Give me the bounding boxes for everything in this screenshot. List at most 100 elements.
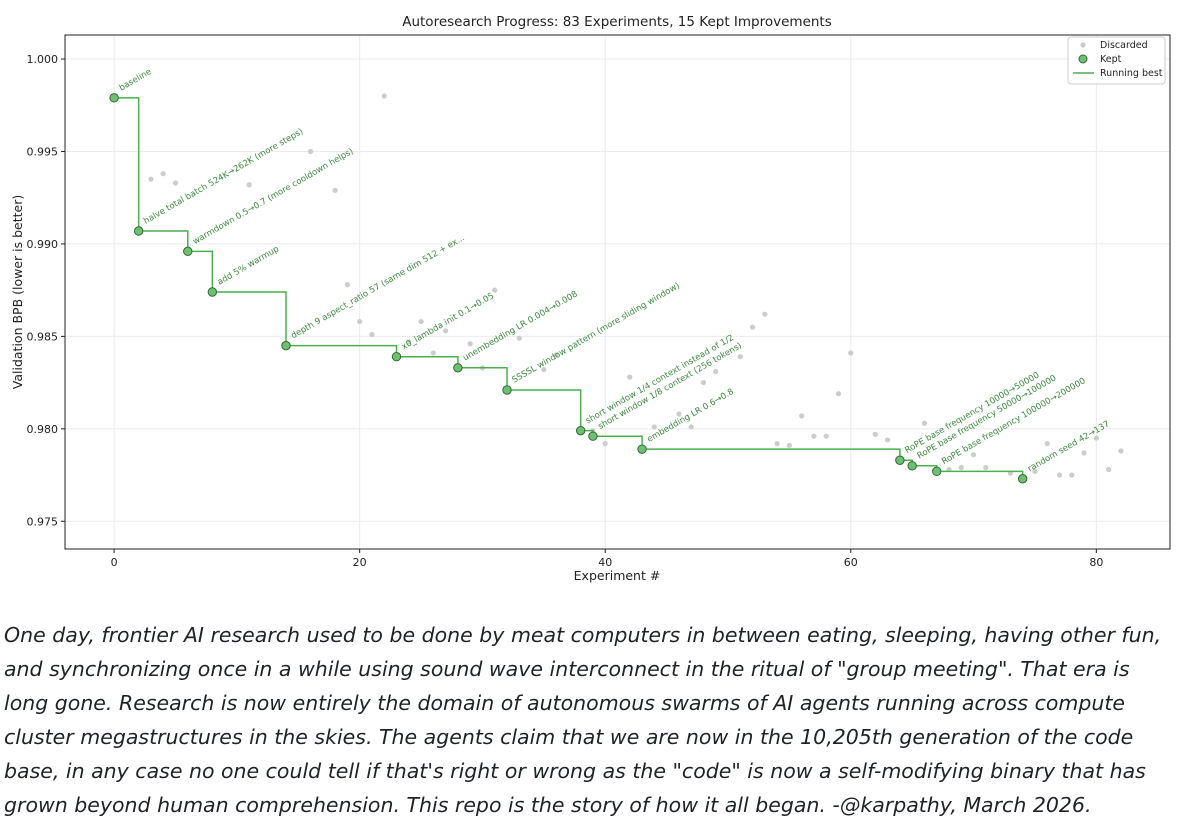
- discarded-point: [602, 441, 608, 447]
- kept-point: [932, 466, 942, 477]
- discarded-point: [774, 441, 780, 447]
- kept-point: [907, 461, 917, 471]
- discarded-point: [713, 368, 719, 375]
- kept-point: [1017, 474, 1028, 484]
- discarded-point: [786, 442, 792, 449]
- kept-point-label: random seed 42→137: [1026, 419, 1111, 474]
- axis-ticks: 0 20 40 60 80 0.975 0.980 0.985 0.990 0.995 1.000: [27, 53, 1104, 569]
- discarded-point: [418, 318, 424, 325]
- discarded-point: [246, 182, 252, 188]
- legend-kept-marker: [1078, 54, 1088, 64]
- discarded-point: [1032, 468, 1038, 474]
- discarded-point: [1069, 472, 1075, 478]
- discarded-point: [541, 367, 547, 373]
- progress-chart: Autoresearch Progress: 83 Experiments, 1…: [10, 14, 1171, 583]
- discarded-point: [1081, 450, 1087, 456]
- x-tick-label: 40: [598, 556, 612, 569]
- kept-labels: baseline halve total batch 524K→262K (mor…: [118, 67, 1112, 474]
- grid-lines: [65, 35, 1170, 549]
- discarded-point: [516, 335, 522, 341]
- kept-point-label: baseline: [118, 67, 154, 93]
- y-tick-label: 0.980: [27, 423, 59, 436]
- discarded-point: [172, 180, 179, 186]
- discarded-point: [553, 352, 559, 358]
- discarded-point: [467, 341, 473, 347]
- discarded-point: [983, 465, 989, 471]
- discarded-point: [307, 148, 314, 155]
- kept-point: [207, 287, 218, 297]
- plot-area-frame: [64, 34, 1171, 550]
- discarded-point: [332, 187, 338, 193]
- discarded-point: [762, 311, 768, 317]
- discarded-point: [848, 350, 854, 356]
- legend-discarded-marker: [1080, 42, 1086, 48]
- kept-point: [183, 246, 193, 257]
- discarded-point: [344, 282, 350, 288]
- kept-point-label: halve total batch 524K→262K (more steps): [142, 127, 305, 227]
- discarded-point: [381, 93, 387, 99]
- kept-point-label: RoPE base frequency 50000→100000: [916, 373, 1059, 461]
- x-tick-label: 60: [844, 556, 858, 569]
- kept-point-label: short window 1/8 context (256 tokens): [596, 341, 743, 432]
- x-tick-label: 20: [353, 556, 367, 569]
- discarded-point: [369, 331, 375, 338]
- discarded-point: [430, 350, 436, 356]
- discarded-point: [1044, 441, 1050, 447]
- legend-discarded-label: Discarded: [1100, 40, 1148, 51]
- kept-point: [502, 385, 512, 395]
- kept-point: [109, 93, 119, 103]
- discarded-point: [627, 374, 633, 380]
- y-tick-label: 0.990: [27, 238, 59, 251]
- discarded-point: [835, 391, 842, 397]
- discarded-point: [811, 433, 817, 439]
- kept-point: [575, 425, 586, 436]
- kept-point: [895, 455, 905, 465]
- kept-point-label: short window 1/4 context instead of 1/2: [584, 333, 736, 426]
- discarded-point: [492, 287, 498, 293]
- discarded-point: [1118, 448, 1124, 454]
- kept-points: [109, 93, 1028, 484]
- discarded-point: [885, 437, 891, 443]
- discarded-point: [921, 420, 928, 426]
- discarded-point: [148, 176, 154, 182]
- kept-point: [453, 363, 463, 373]
- kept-point: [133, 226, 144, 236]
- legend-running-best-label: Running best: [1100, 68, 1163, 79]
- discarded-point: [160, 171, 166, 177]
- chart-legend: Discarded Kept Running best: [1067, 36, 1166, 85]
- y-tick-label: 0.995: [27, 145, 59, 158]
- y-axis-label: Validation BPB (lower is better): [10, 195, 25, 389]
- kept-point-label: SSSSL window pattern (more sliding windo…: [511, 281, 682, 386]
- y-tick-label: 0.985: [27, 330, 59, 343]
- kept-point: [391, 352, 402, 362]
- discarded-point: [406, 339, 412, 345]
- kept-point: [588, 431, 598, 441]
- kept-point: [281, 340, 291, 351]
- discarded-point: [1106, 466, 1112, 473]
- discarded-point: [1093, 435, 1099, 441]
- discarded-point: [970, 452, 977, 458]
- x-tick-label: 80: [1089, 556, 1103, 569]
- discarded-point: [700, 379, 707, 386]
- y-tick-label: 0.975: [27, 515, 59, 528]
- y-tick-label: 1.000: [27, 53, 59, 66]
- discarded-point: [823, 433, 829, 439]
- discarded-point: [357, 318, 363, 325]
- discarded-point: [651, 424, 657, 430]
- discarded-points: [148, 93, 1124, 478]
- discarded-point: [1056, 472, 1063, 478]
- discarded-point: [443, 328, 449, 334]
- discarded-point: [688, 424, 694, 430]
- discarded-point: [958, 465, 964, 471]
- legend-kept-label: Kept: [1100, 54, 1122, 65]
- discarded-point: [872, 431, 878, 437]
- discarded-point: [737, 354, 743, 360]
- x-axis-label: Experiment #: [574, 568, 661, 583]
- kept-point-label: warmdown 0.5→0.7 (more cooldown helps): [191, 147, 355, 247]
- chart-title: Autoresearch Progress: 83 Experiments, 1…: [402, 14, 832, 30]
- discarded-point: [676, 411, 682, 417]
- kept-point-label: add 5% warmup: [216, 244, 281, 287]
- x-tick-label: 0: [111, 556, 118, 569]
- discarded-point: [799, 413, 805, 419]
- kept-point: [637, 444, 647, 454]
